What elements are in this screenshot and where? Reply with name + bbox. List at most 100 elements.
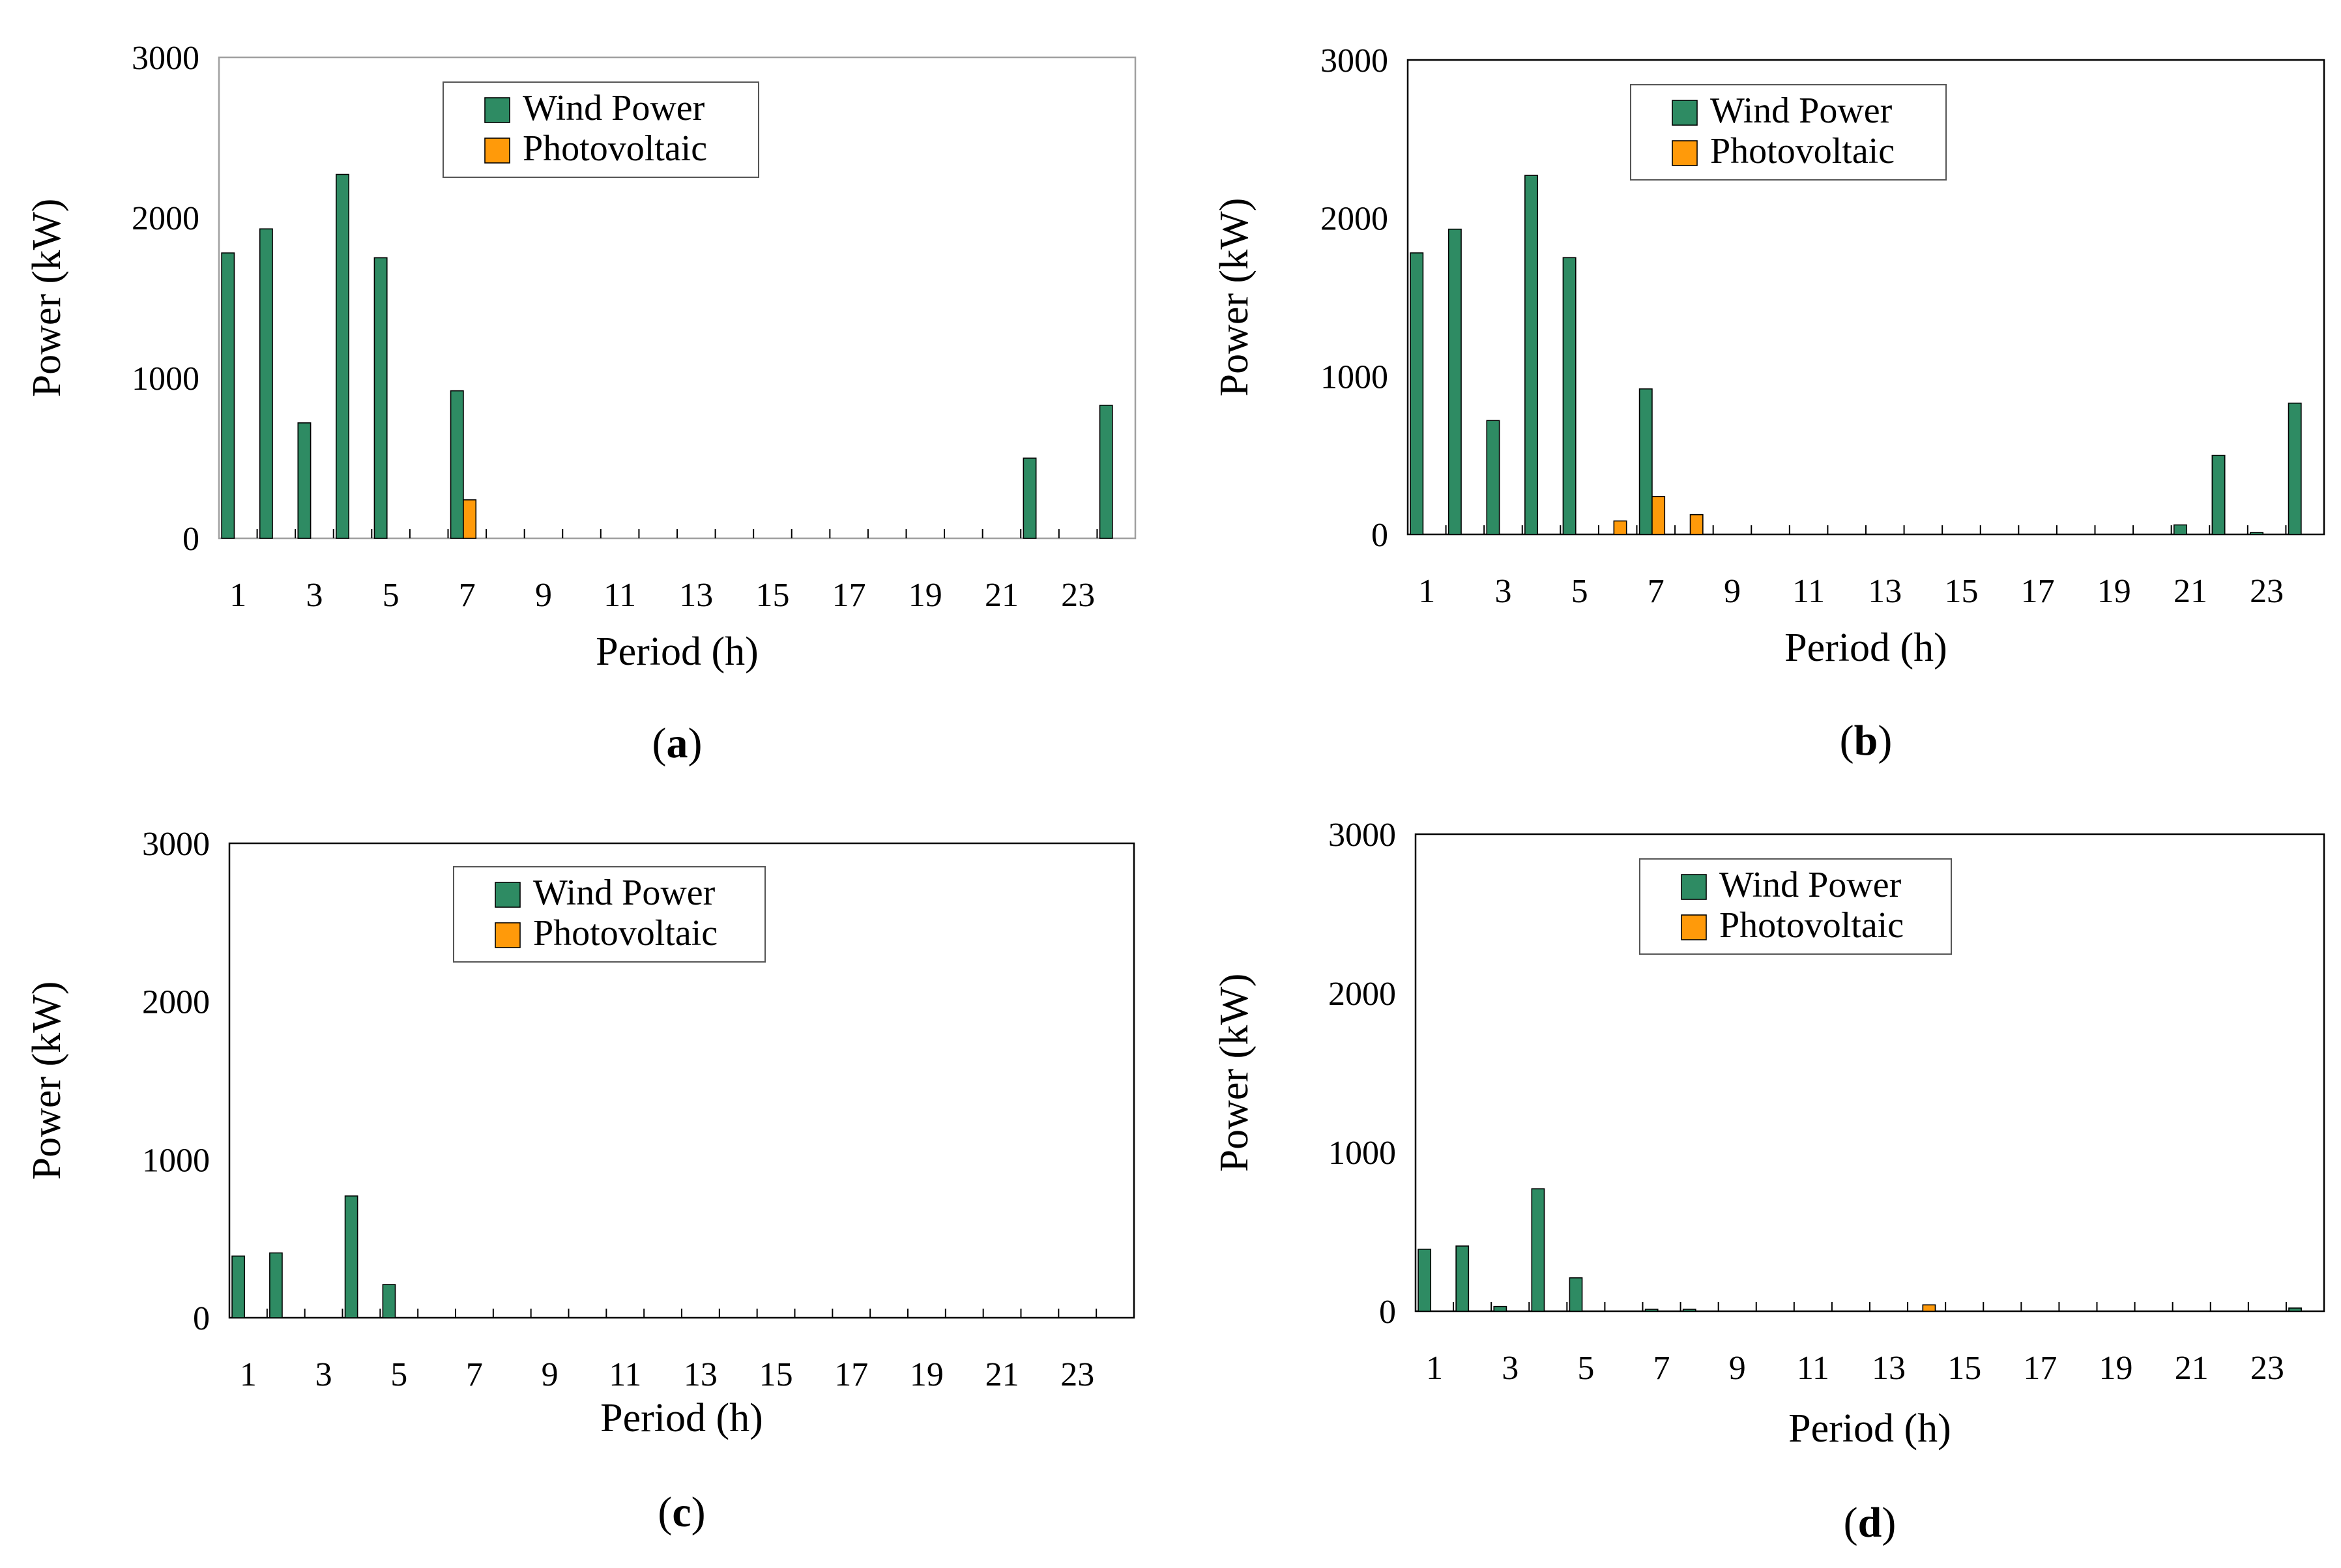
bar-wind-power-21	[2173, 524, 2187, 535]
x-tick-label: 9	[535, 577, 552, 614]
x-tick-label: 15	[1947, 1350, 1981, 1387]
x-tick-label: 9	[1729, 1350, 1746, 1387]
x-tick-label: 21	[985, 577, 1019, 614]
bar-wind-power-22	[1023, 457, 1037, 539]
panel-caption: (d)	[1844, 1499, 1897, 1546]
x-tick-label: 9	[542, 1356, 559, 1393]
bar-wind-power-3	[297, 422, 312, 539]
panel-caption-close-paren: )	[1878, 717, 1892, 764]
legend-swatch-wind-power	[495, 882, 521, 908]
bar-wind-power-1	[1410, 252, 1424, 535]
x-tick-label: 15	[759, 1356, 793, 1393]
y-tick-label: 0	[193, 1300, 210, 1337]
bar-photovoltaic-7	[463, 499, 477, 539]
x-tick-label: 7	[1653, 1350, 1670, 1387]
x-tick-label: 7	[1648, 573, 1665, 610]
x-tick-label: 15	[755, 577, 789, 614]
x-tick-label: 11	[1797, 1350, 1829, 1387]
bar-wind-power-22	[2211, 454, 2226, 535]
y-tick-label: 0	[182, 521, 199, 558]
panel-caption: (a)	[652, 719, 703, 767]
legend-swatch-photovoltaic	[484, 138, 510, 164]
bar-wind-power-1	[1418, 1249, 1432, 1312]
bar-wind-power-4	[336, 173, 349, 539]
x-tick-label: 7	[466, 1356, 483, 1393]
x-tick-label: 23	[1060, 1356, 1094, 1393]
x-axis-label: Period (h)	[600, 1396, 763, 1440]
legend-swatch-photovoltaic	[1672, 140, 1698, 166]
x-tick-label: 13	[679, 577, 713, 614]
x-tick-label: 21	[2175, 1350, 2209, 1387]
x-tick-label: 21	[985, 1356, 1019, 1393]
bar-wind-power-5	[1562, 257, 1577, 535]
y-axis-label: Power (kW)	[1212, 198, 1257, 397]
y-tick-label: 3000	[142, 826, 210, 863]
y-tick-label: 1000	[1328, 1135, 1396, 1172]
x-tick-label: 19	[910, 1356, 944, 1393]
bar-wind-power-5	[382, 1284, 396, 1318]
y-tick-label: 2000	[1320, 201, 1388, 238]
x-tick-label: 3	[1494, 573, 1511, 610]
y-tick-label: 0	[1379, 1294, 1396, 1331]
x-tick-label: 11	[1792, 573, 1825, 610]
panel-caption: (b)	[1840, 717, 1893, 764]
panel-letter: a	[667, 719, 688, 767]
panel-caption-open-paren: (	[658, 1488, 672, 1536]
panel-caption-open-paren: (	[652, 719, 667, 767]
bar-wind-power-4	[1531, 1188, 1545, 1312]
legend-swatch-photovoltaic	[495, 922, 521, 948]
y-tick-label: 1000	[142, 1142, 210, 1179]
x-tick-label: 23	[1061, 577, 1095, 614]
bar-wind-power-3	[1486, 420, 1500, 535]
x-tick-label: 9	[1724, 573, 1741, 610]
x-tick-label: 13	[1868, 573, 1902, 610]
x-tick-label: 19	[909, 577, 942, 614]
legend-label: Wind Power	[1710, 91, 1893, 131]
y-tick-label: 3000	[1320, 42, 1388, 80]
bar-photovoltaic-7	[1651, 495, 1666, 535]
x-tick-label: 19	[2099, 1350, 2133, 1387]
x-tick-label: 21	[2174, 573, 2207, 610]
bar-wind-power-2	[259, 228, 273, 539]
y-axis-label: Power (kW)	[25, 199, 69, 398]
x-axis-label: Period (h)	[1788, 1406, 1951, 1451]
x-tick-label: 1	[240, 1356, 257, 1393]
bar-wind-power-7	[1638, 388, 1653, 535]
bar-wind-power-5	[373, 257, 388, 539]
x-tick-label: 17	[2021, 573, 2055, 610]
x-tick-label: 23	[2250, 573, 2284, 610]
bar-wind-power-24	[1099, 405, 1113, 539]
y-tick-label: 2000	[132, 200, 199, 237]
bar-wind-power-2	[1455, 1245, 1470, 1312]
legend-swatch-photovoltaic	[1681, 914, 1707, 940]
bar-wind-power-7	[1644, 1309, 1659, 1312]
bar-wind-power-5	[1569, 1277, 1583, 1312]
legend-label: Wind Power	[1719, 865, 1902, 905]
panel-letter: c	[672, 1488, 691, 1536]
bar-photovoltaic-8	[1689, 514, 1704, 535]
legend-swatch-wind-power	[1681, 874, 1707, 900]
y-axis-label: Power (kW)	[1212, 974, 1257, 1172]
bar-wind-power-8	[1682, 1309, 1696, 1312]
legend-label: Photovoltaic	[1719, 905, 1904, 946]
legend-swatch-wind-power	[1672, 100, 1698, 126]
bar-wind-power-4	[1524, 175, 1538, 535]
x-tick-label: 11	[603, 577, 636, 614]
x-tick-label: 13	[684, 1356, 718, 1393]
bar-wind-power-3	[1493, 1305, 1507, 1312]
x-tick-label: 5	[1577, 1350, 1594, 1387]
x-tick-label: 3	[315, 1356, 332, 1393]
panel-caption-close-paren: )	[691, 1488, 706, 1536]
x-tick-label: 13	[1872, 1350, 1906, 1387]
y-tick-label: 0	[1371, 517, 1388, 554]
x-tick-label: 19	[2097, 573, 2131, 610]
x-tick-label: 7	[459, 577, 476, 614]
legend-swatch-wind-power	[484, 97, 510, 123]
y-tick-label: 2000	[142, 984, 210, 1021]
y-tick-label: 2000	[1328, 976, 1396, 1013]
